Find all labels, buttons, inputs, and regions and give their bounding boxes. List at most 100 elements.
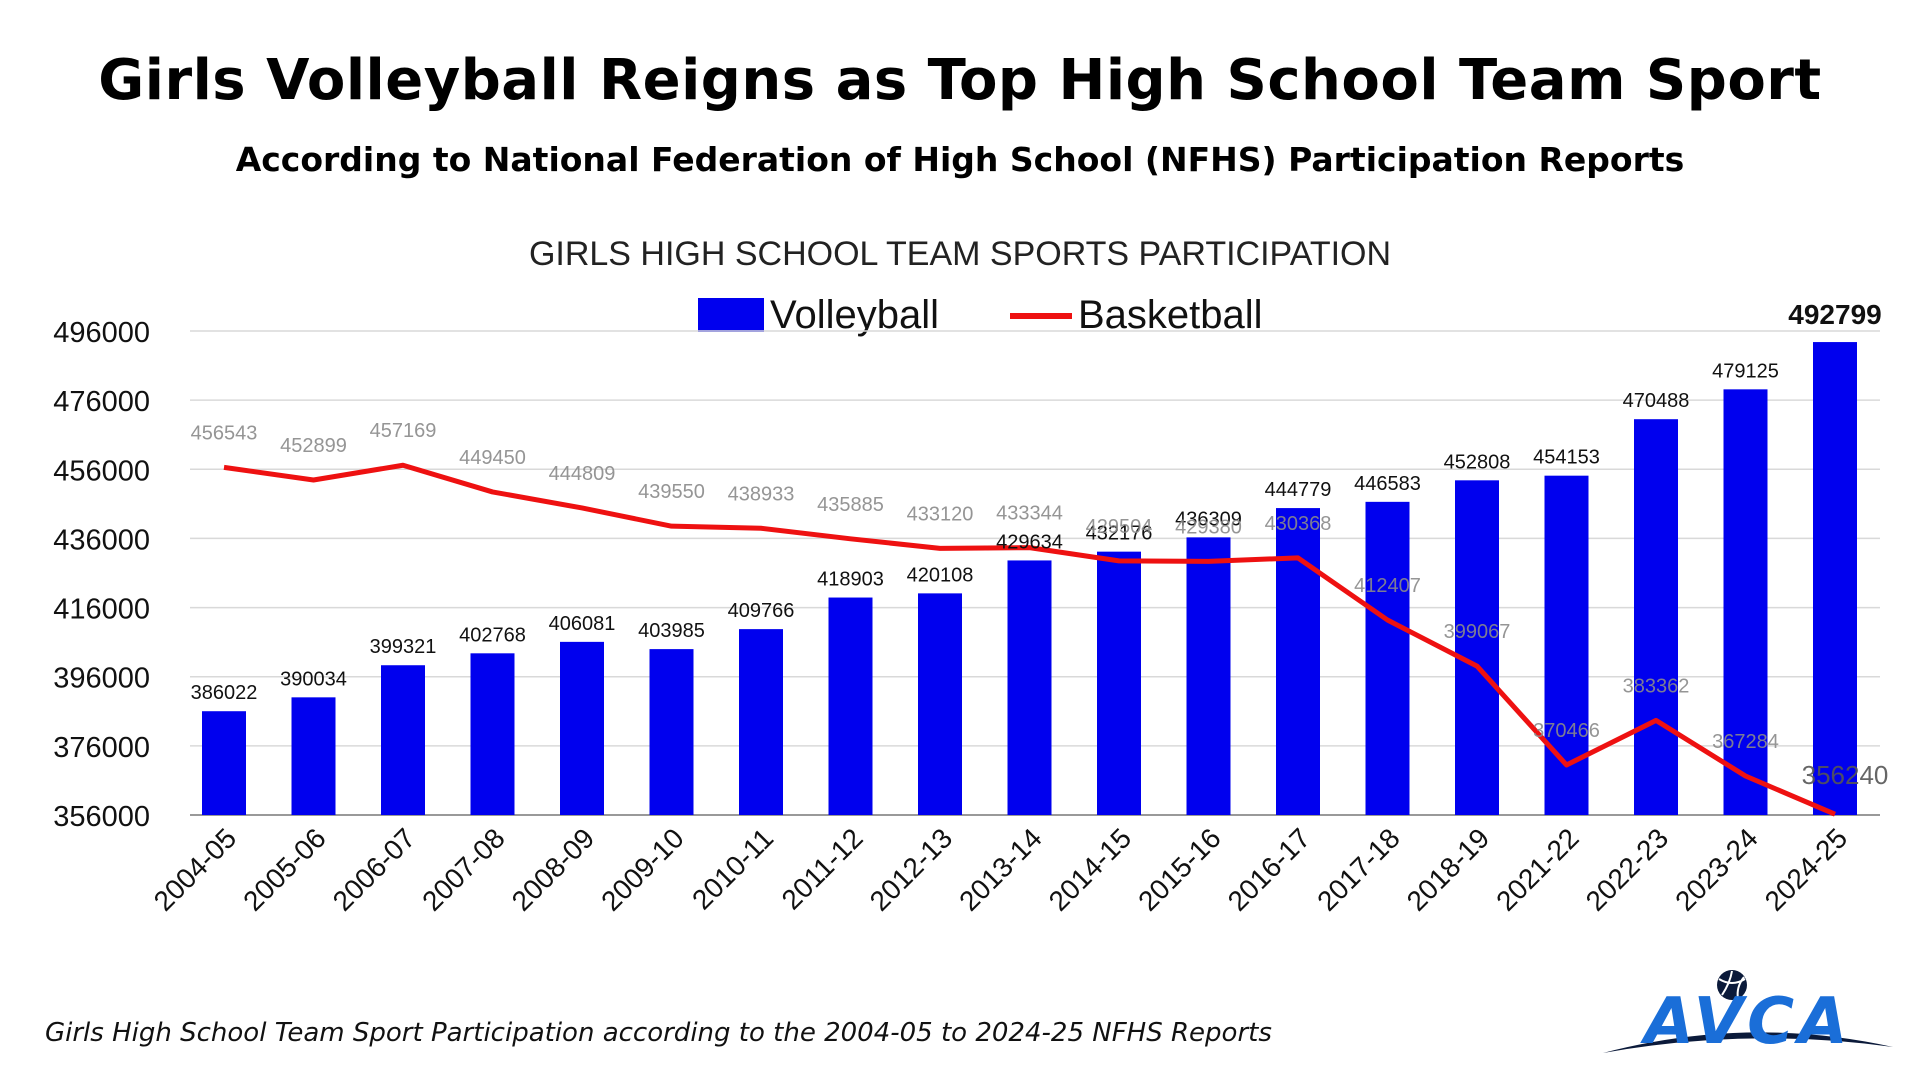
legend-volleyball-label: Volleyball [770, 293, 939, 337]
x-tick-label: 2013-14 [953, 822, 1048, 917]
y-tick-label: 376000 [53, 732, 150, 764]
y-tick-label: 416000 [53, 594, 150, 626]
volleyball-bar [1186, 537, 1231, 815]
chart-title: GIRLS HIGH SCHOOL TEAM SPORTS PARTICIPAT… [529, 235, 1391, 273]
volleyball-bar [739, 629, 783, 815]
main-title: Girls Volleyball Reigns as Top High Scho… [98, 48, 1822, 113]
x-tick-label: 2018-19 [1401, 822, 1496, 917]
volleyball-bar [1634, 419, 1678, 815]
volleyball-bar [1276, 508, 1320, 815]
basketball-series-line [223, 462, 1836, 817]
volleyball-data-label: 399321 [370, 636, 437, 658]
volleyball-data-label: 452808 [1444, 451, 1511, 473]
subtitle: According to National Federation of High… [235, 140, 1685, 179]
y-axis: 356000 376000 396000 416000 436000 456000 4760… [53, 317, 150, 833]
volleyball-bar [1723, 389, 1768, 815]
x-tick-label: 2006-07 [327, 822, 422, 917]
volleyball-data-label: 436309 [1175, 508, 1242, 530]
volleyball-data-label: 492799 [1788, 299, 1881, 330]
legend: Volleyball Basketball [698, 293, 1263, 337]
volleyball-data-label: 454153 [1533, 447, 1600, 469]
volleyball-data-label: 409766 [728, 600, 795, 622]
volleyball-data-label: 420108 [907, 564, 974, 586]
x-tick-label: 2005-06 [237, 822, 332, 917]
basketball-data-label: 435885 [817, 494, 884, 516]
x-tick-label: 2022-23 [1580, 822, 1675, 917]
y-tick-label: 396000 [53, 663, 150, 695]
volleyball-icon [1717, 970, 1747, 1000]
x-tick-label: 2007-08 [416, 822, 511, 917]
volleyball-data-label: 403985 [638, 620, 705, 642]
basketball-data-label: 429504 [1086, 516, 1153, 538]
volleyball-data-label: 479125 [1712, 360, 1779, 382]
volleyball-bar [470, 653, 515, 815]
x-tick-label: 2010-11 [686, 822, 779, 915]
x-tick-label: 2009-10 [595, 822, 690, 917]
basketball-data-label: 433120 [907, 503, 974, 525]
volleyball-bar [918, 593, 962, 815]
basketball-data-label: 367284 [1712, 731, 1779, 753]
volleyball-labels: 386022 390034 399321 402768 406081 403985 4097… [191, 299, 1882, 704]
basketball-data-label: 370466 [1533, 720, 1600, 742]
basketball-data-label: 383362 [1623, 675, 1690, 697]
y-tick-label: 496000 [53, 317, 150, 349]
basketball-data-label: 452899 [280, 435, 347, 457]
legend-volleyball-swatch [698, 298, 764, 332]
volleyball-bar [1813, 342, 1857, 815]
x-tick-label: 2017-18 [1311, 822, 1406, 917]
volleyball-bar [1455, 480, 1499, 815]
basketball-data-label: 456543 [191, 422, 258, 444]
volleyball-data-label: 432176 [1086, 523, 1153, 545]
volleyball-data-label: 386022 [191, 682, 258, 704]
volleyball-data-label: 429634 [996, 531, 1063, 553]
basketball-data-label: 433344 [996, 503, 1063, 525]
volleyball-data-label: 390034 [280, 668, 347, 690]
logo-swoosh [1603, 1032, 1893, 1053]
basketball-data-label: 399067 [1444, 621, 1511, 643]
x-tick-label: 2021-22 [1490, 822, 1585, 917]
legend-basketball-label: Basketball [1078, 293, 1263, 337]
basketball-data-label: 439550 [638, 481, 705, 503]
x-tick-label: 2015-16 [1132, 822, 1227, 917]
volleyball-bar [649, 649, 694, 815]
avca-logo: AVCA [1603, 970, 1893, 1059]
x-tick-label: 2004-05 [148, 822, 243, 917]
basketball-labels: 456543 452899 457169 449450 444809 439550 4389… [191, 420, 1889, 790]
basketball-data-label: 457169 [370, 420, 437, 442]
volleyball-bar [1365, 501, 1410, 815]
basketball-data-label: 449450 [459, 447, 526, 469]
volleyball-bar [291, 697, 336, 815]
basketball-data-label: 444809 [549, 463, 616, 485]
basketball-line [223, 462, 1836, 817]
volleyball-bar [560, 641, 604, 815]
x-tick-label: 2012-13 [864, 822, 959, 917]
volleyball-bar [828, 597, 873, 815]
footer-caption: Girls High School Team Sport Participati… [45, 1018, 1272, 1048]
x-tick-label: 2023-24 [1669, 822, 1764, 917]
basketball-data-label: 430368 [1265, 513, 1332, 535]
volleyball-bar [202, 711, 246, 815]
volleyball-data-label: 446583 [1354, 473, 1421, 495]
basketball-data-label: 412407 [1354, 575, 1421, 597]
y-tick-label: 436000 [53, 524, 150, 556]
x-axis: 2004-052005-062006-072007-082008-092009-… [148, 822, 1854, 917]
x-tick-label: 2011-12 [776, 822, 869, 915]
x-tick-label: 2008-09 [506, 822, 601, 917]
volleyball-bar [1097, 551, 1141, 815]
basketball-data-label: 438933 [728, 483, 795, 505]
basketball-data-label: 356240 [1802, 760, 1889, 790]
volleyball-data-label: 444779 [1265, 479, 1332, 501]
x-tick-label: 2016-17 [1222, 822, 1317, 917]
x-tick-label: 2024-25 [1759, 822, 1854, 917]
y-tick-label: 356000 [53, 801, 150, 833]
volleyball-bar [1007, 560, 1052, 815]
y-tick-label: 456000 [53, 455, 150, 487]
volleyball-data-label: 470488 [1623, 390, 1690, 412]
volleyball-data-label: 402768 [459, 624, 526, 646]
y-tick-label: 476000 [53, 386, 150, 418]
basketball-data-label: 429380 [1175, 516, 1242, 538]
x-tick-label: 2014-15 [1043, 822, 1138, 917]
volleyball-bar [381, 665, 425, 815]
volleyball-data-label: 406081 [549, 613, 616, 635]
